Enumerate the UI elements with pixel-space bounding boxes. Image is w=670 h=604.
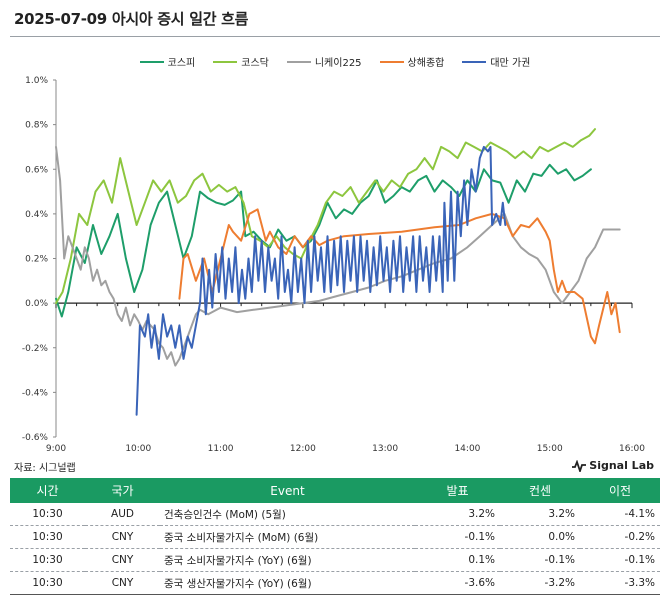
cell-event: 중국 소비자물가지수 (YoY) (6월) bbox=[160, 548, 415, 572]
economic-calendar: 시간 국가 Event 발표 컨센 이전 10:30 AUD 건축승인건수 (M… bbox=[10, 478, 660, 595]
series-line-nikkei bbox=[55, 145, 621, 367]
cell-time: 10:30 bbox=[10, 548, 85, 572]
chart-legend: 코스피 코스닥 니케이225 상해종합 대만 가권 bbox=[0, 54, 670, 69]
page-title: 2025-07-09 아시아 증시 일간 흐름 bbox=[14, 10, 249, 28]
col-header-previous: 이전 bbox=[580, 478, 660, 503]
y-tick-label: 0.4% bbox=[25, 210, 48, 220]
y-tick-label: 0.8% bbox=[25, 121, 48, 131]
event-table: 시간 국가 Event 발표 컨센 이전 10:30 AUD 건축승인건수 (M… bbox=[10, 478, 660, 595]
series-line-kosdaq bbox=[55, 128, 596, 305]
cell-actual: 0.1% bbox=[415, 548, 500, 572]
cell-consensus: -3.2% bbox=[500, 571, 580, 595]
y-tick-label: 0.0% bbox=[25, 299, 48, 309]
legend-swatch bbox=[213, 60, 238, 63]
cell-country: AUD bbox=[85, 503, 160, 526]
x-tick-label: 16:00 bbox=[619, 444, 645, 454]
table-row: 10:30 CNY 중국 생산자물가지수 (YoY) (6월) -3.6% -3… bbox=[10, 571, 660, 595]
legend-swatch bbox=[139, 60, 164, 63]
x-tick-label: 11:00 bbox=[208, 444, 234, 454]
y-tick-label: 0.2% bbox=[25, 255, 48, 265]
cell-previous: -0.1% bbox=[580, 548, 660, 572]
legend-item-kosdaq: 코스닥 bbox=[213, 54, 269, 69]
y-tick-label: 1.0% bbox=[25, 76, 48, 86]
cell-consensus: -0.1% bbox=[500, 548, 580, 572]
series-line-taiwan bbox=[135, 145, 507, 416]
brand-label: Signal Lab bbox=[589, 459, 654, 472]
cell-event: 중국 생산자물가지수 (YoY) (6월) bbox=[160, 571, 415, 595]
cell-consensus: 3.2% bbox=[500, 503, 580, 526]
cell-event: 중국 소비자물가지수 (MoM) (6월) bbox=[160, 525, 415, 549]
col-header-consensus: 컨센 bbox=[500, 478, 580, 503]
legend-swatch bbox=[286, 60, 311, 63]
line-chart: 1.0% 0.8% 0.6% 0.4% 0.2% 0.0% -0.2% -0.4% -0.6%9… bbox=[22, 76, 645, 454]
col-header-time: 시간 bbox=[10, 478, 85, 503]
cell-event: 건축승인건수 (MoM) (5월) bbox=[160, 503, 415, 526]
cell-previous: -4.1% bbox=[580, 503, 660, 526]
y-tick-label: -0.6% bbox=[22, 433, 49, 443]
signal-wave-icon bbox=[572, 459, 587, 472]
title-divider bbox=[10, 36, 660, 37]
x-tick-label: 15:00 bbox=[537, 444, 563, 454]
y-tick-label: -0.4% bbox=[22, 388, 49, 398]
y-tick-label: -0.2% bbox=[22, 344, 49, 354]
col-header-actual: 발표 bbox=[415, 478, 500, 503]
legend-swatch bbox=[462, 60, 487, 63]
cell-country: CNY bbox=[85, 548, 160, 572]
cell-actual: 3.2% bbox=[415, 503, 500, 526]
x-tick-label: 14:00 bbox=[454, 444, 480, 454]
series-line-kospi bbox=[55, 163, 592, 318]
legend-label: 코스닥 bbox=[241, 58, 269, 69]
cell-time: 10:30 bbox=[10, 525, 85, 549]
x-tick-label: 10:00 bbox=[125, 444, 151, 454]
brand-logo: Signal Lab bbox=[572, 459, 654, 472]
cell-time: 10:30 bbox=[10, 571, 85, 595]
legend-item-shanghai: 상해종합 bbox=[379, 54, 445, 69]
cell-consensus: 0.0% bbox=[500, 525, 580, 549]
legend-label: 대만 가권 bbox=[490, 58, 531, 69]
x-tick-label: 9:00 bbox=[46, 444, 66, 454]
legend-label: 니케이225 bbox=[314, 58, 362, 69]
cell-country: CNY bbox=[85, 571, 160, 595]
table-header-row: 시간 국가 Event 발표 컨센 이전 bbox=[10, 478, 660, 503]
legend-item-taiwan: 대만 가권 bbox=[462, 54, 530, 69]
legend-label: 상해종합 bbox=[407, 58, 445, 69]
cell-actual: -0.1% bbox=[415, 525, 500, 549]
cell-country: CNY bbox=[85, 525, 160, 549]
cell-previous: -0.2% bbox=[580, 525, 660, 549]
legend-swatch bbox=[379, 60, 404, 63]
cell-previous: -3.3% bbox=[580, 571, 660, 595]
col-header-event: Event bbox=[160, 478, 415, 503]
legend-label: 코스피 bbox=[167, 58, 196, 69]
y-tick-label: 0.6% bbox=[25, 165, 48, 175]
cell-time: 10:30 bbox=[10, 503, 85, 526]
table-row: 10:30 CNY 중국 소비자물가지수 (YoY) (6월) 0.1% -0.… bbox=[10, 548, 660, 572]
cell-actual: -3.6% bbox=[415, 571, 500, 595]
table-row: 10:30 CNY 중국 소비자물가지수 (MoM) (6월) -0.1% 0.… bbox=[10, 525, 660, 549]
x-tick-label: 13:00 bbox=[372, 444, 398, 454]
legend-item-kospi: 코스피 bbox=[139, 54, 196, 69]
table-row: 10:30 AUD 건축승인건수 (MoM) (5월) 3.2% 3.2% -4… bbox=[10, 503, 660, 526]
legend-item-nikkei: 니케이225 bbox=[286, 54, 362, 69]
series-line-shanghai bbox=[178, 208, 621, 345]
x-tick-label: 12:00 bbox=[290, 444, 316, 454]
col-header-country: 국가 bbox=[85, 478, 160, 503]
source-note: 자료: 시그널랩 bbox=[14, 463, 76, 474]
